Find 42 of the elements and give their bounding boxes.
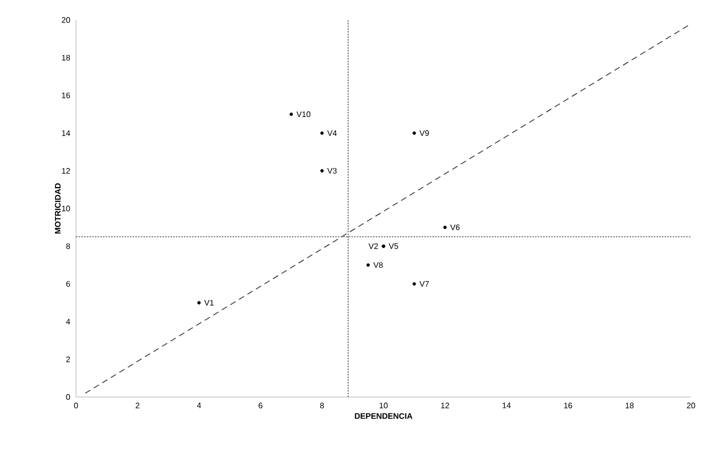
- x-tick-label: 10: [380, 402, 388, 408]
- point: [290, 112, 293, 116]
- annotation: V2: [368, 243, 378, 249]
- y-tick-label: 2: [66, 356, 70, 362]
- annotation: V10: [296, 111, 310, 118]
- x-tick-label: 8: [320, 402, 324, 408]
- x-tick-label: 18: [626, 402, 634, 408]
- y-tick-label: 6: [66, 281, 70, 287]
- x-tick-label: 12: [441, 402, 450, 408]
- point: [320, 131, 324, 135]
- x-axis-title: DEPENDENCIA: [354, 413, 412, 419]
- x-tick-label: 16: [564, 402, 572, 408]
- point: [412, 282, 416, 286]
- y-axis-title: MOTRICIDAD: [54, 183, 61, 234]
- annotation: V6: [450, 224, 460, 230]
- annotation: V1: [204, 300, 214, 306]
- x-tick-label: 0: [74, 402, 78, 408]
- x-tick-label: 20: [686, 402, 696, 408]
- annotation: V4: [327, 130, 337, 136]
- annotation: V5: [388, 243, 398, 249]
- annotation: V7: [419, 281, 429, 287]
- point: [443, 226, 447, 230]
- point: [366, 263, 370, 267]
- y-tick-label: 8: [66, 243, 70, 250]
- x-tick-label: 6: [258, 402, 262, 408]
- y-tick-label: 14: [62, 130, 70, 136]
- y-tick-label: 20: [62, 17, 70, 23]
- point: [197, 301, 201, 304]
- y-tick-label: 12: [62, 168, 70, 174]
- point: [320, 169, 324, 173]
- y-tick-label: 16: [62, 92, 70, 98]
- x-tick-label: 2: [136, 402, 140, 408]
- y-tick-label: 4: [66, 318, 70, 324]
- y-tick-label: 10: [62, 206, 70, 212]
- annotation: V9: [419, 130, 429, 136]
- x-tick-label: 4: [196, 402, 201, 408]
- x-tick-label: 14: [502, 402, 511, 408]
- annotation: V8: [373, 262, 383, 268]
- point: [412, 131, 416, 135]
- annotation: V3: [327, 168, 337, 174]
- y-tick-label: 0: [66, 394, 70, 400]
- y-tick-label: 18: [62, 54, 70, 61]
